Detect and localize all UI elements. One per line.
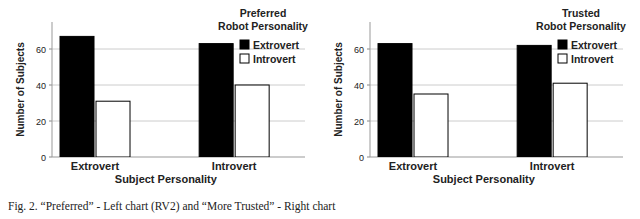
tick-label: 20 (36, 117, 46, 127)
bar (517, 45, 551, 157)
bar (60, 36, 94, 157)
y-axis-label: Number of Subjects (333, 42, 344, 137)
category-label: Introvert (530, 160, 575, 172)
legend-swatch (558, 40, 567, 49)
bars (378, 44, 587, 157)
tick-label: 40 (354, 81, 364, 91)
bar (553, 83, 587, 157)
y-axis (52, 22, 53, 157)
legend-title: Trusted (562, 7, 600, 19)
bar (199, 44, 233, 157)
x-axis-label: Subject Personality (115, 173, 218, 185)
figure: 0204060ExtrovertIntrovertSubject Persona… (0, 0, 640, 219)
tick-label: 20 (354, 117, 364, 127)
legend-subtitle: Robot Personality (218, 20, 308, 32)
tick-label: 0 (41, 153, 46, 163)
chart: 0204060ExtrovertIntrovertSubject Persona… (15, 7, 308, 185)
category-label: Extrovert (389, 160, 438, 172)
chart: 0204060ExtrovertIntrovertSubject Persona… (333, 7, 626, 185)
bar (378, 44, 412, 157)
category-label: Introvert (212, 160, 257, 172)
x-axis-label: Subject Personality (433, 173, 536, 185)
y-axis (370, 22, 371, 157)
category-label: Extrovert (71, 160, 120, 172)
legend-label: Introvert (571, 53, 614, 65)
legend-label: Extrovert (571, 39, 618, 51)
legend-swatch (240, 54, 249, 63)
legend-swatch (240, 40, 249, 49)
legend-swatch (558, 54, 567, 63)
tick-label: 60 (36, 45, 46, 55)
tick-label: 0 (359, 153, 364, 163)
legend-subtitle: Robot Personality (536, 20, 626, 32)
tick-label: 60 (354, 45, 364, 55)
legend-title: Preferred (240, 7, 287, 19)
legend-label: Extrovert (253, 39, 300, 51)
bar (414, 94, 448, 157)
bar (96, 101, 130, 157)
tick-label: 40 (36, 81, 46, 91)
y-axis-label: Number of Subjects (15, 42, 26, 137)
caption: Fig. 2. “Preferred” - Left chart (RV2) a… (8, 200, 336, 213)
bars (60, 36, 269, 157)
bar (235, 85, 269, 157)
legend-label: Introvert (253, 53, 296, 65)
